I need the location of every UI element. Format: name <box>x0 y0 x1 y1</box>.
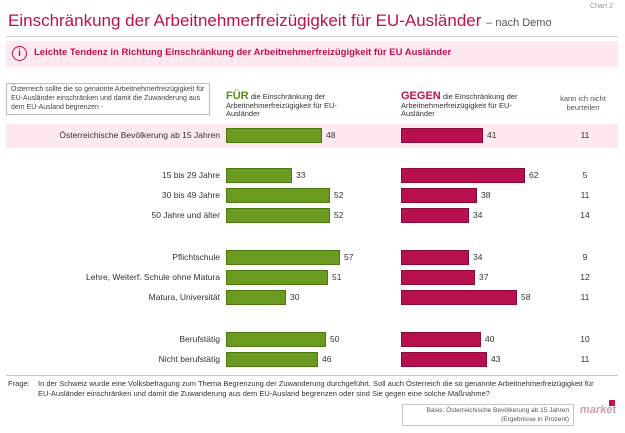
logo-text: market <box>579 404 616 416</box>
for-value-label: 52 <box>334 210 344 220</box>
for-value-label: 51 <box>332 272 342 282</box>
for-bar <box>226 188 330 203</box>
for-header-text: die Einschränkung der Arbeitnehmerfreizü… <box>226 92 337 118</box>
nb-value-label: 11 <box>580 354 590 364</box>
nb-value-label: 10 <box>580 334 590 344</box>
basis-box: Basis: Österreichische Bevölkerung ab 15… <box>402 404 574 426</box>
against-bar <box>401 168 525 183</box>
against-header-bold: GEGEN <box>401 90 441 102</box>
basis-text: Basis: Österreichische Bevölkerung ab 15… <box>426 407 569 414</box>
against-header-text: die Einschränkung der Arbeitnehmerfreizü… <box>401 92 518 118</box>
against-bar <box>401 270 475 285</box>
against-bar <box>401 290 517 305</box>
against-value-label: 58 <box>521 292 531 302</box>
row-label: Berufstätig <box>179 334 220 344</box>
nb-value-label: 11 <box>580 190 590 200</box>
against-bar <box>401 352 487 367</box>
against-value-label: 34 <box>473 252 483 262</box>
for-bar <box>226 290 286 305</box>
against-bar <box>401 332 481 347</box>
question-label: Frage: <box>8 379 30 388</box>
basis-unit: (Ergebnisse in Prozent) <box>501 415 569 423</box>
for-value-label: 57 <box>344 252 354 262</box>
nb-value-label: 9 <box>582 252 588 262</box>
row-label: Nicht berufstätig <box>158 354 220 364</box>
nb-value-label: 5 <box>582 170 588 180</box>
for-column-header: FÜR die Einschränkung der Arbeitnehmerfr… <box>226 90 356 119</box>
title-divider <box>6 36 618 37</box>
nb-value-label: 14 <box>580 210 590 220</box>
for-bar <box>226 168 292 183</box>
for-bar <box>226 208 330 223</box>
for-bar <box>226 270 328 285</box>
row-label: Österreichische Bevölkerung ab 15 Jahren <box>59 130 220 140</box>
nb-column-header: kann ich nicht beurteilen <box>560 94 606 112</box>
headline-text: Leichte Tendenz in Richtung Einschränkun… <box>34 47 452 58</box>
chart-tag: Chart 2 <box>590 3 613 10</box>
question-box: Österreich sollte die so genannte Arbeit… <box>6 83 210 115</box>
against-value-label: 62 <box>529 170 539 180</box>
nb-value-label: 11 <box>580 292 590 302</box>
against-bar <box>401 250 469 265</box>
for-header-bold: FÜR <box>226 90 249 102</box>
against-bar <box>401 208 469 223</box>
logo-square <box>609 400 615 406</box>
row-label: 15 bis 29 Jahre <box>161 170 220 180</box>
against-value-label: 41 <box>487 130 497 140</box>
market-logo: market <box>580 400 618 428</box>
for-bar <box>226 250 340 265</box>
for-value-label: 33 <box>296 170 306 180</box>
for-value-label: 52 <box>334 190 344 200</box>
against-value-label: 40 <box>485 334 495 344</box>
against-bar <box>401 188 477 203</box>
for-bar <box>226 352 318 367</box>
info-icon: i <box>12 46 27 61</box>
for-value-label: 50 <box>330 334 340 344</box>
row-label: Matura, Universität <box>148 292 220 302</box>
for-bar <box>226 128 322 143</box>
against-value-label: 43 <box>491 354 501 364</box>
headline-banner: i Leichte Tendenz in Richtung Einschränk… <box>6 41 618 67</box>
row-label: Pflichtschule <box>172 252 220 262</box>
against-value-label: 34 <box>473 210 483 220</box>
for-value-label: 30 <box>290 292 300 302</box>
row-label: 50 Jahre und älter <box>151 210 220 220</box>
title-text: Einschränkung der Arbeitnehmerfreizügigk… <box>8 11 482 30</box>
row-label: Lehre, Weiterf. Schule ohne Matura <box>85 272 220 282</box>
row-label: 30 bis 49 Jahre <box>161 190 220 200</box>
for-value-label: 46 <box>322 354 332 364</box>
page-title: Einschränkung der Arbeitnehmerfreizügigk… <box>8 11 552 31</box>
nb-value-label: 12 <box>580 272 590 282</box>
against-value-label: 38 <box>481 190 491 200</box>
against-column-header: GEGEN die Einschränkung der Arbeitnehmer… <box>401 90 526 119</box>
nb-value-label: 11 <box>580 130 590 140</box>
for-value-label: 48 <box>326 130 336 140</box>
against-value-label: 37 <box>479 272 489 282</box>
for-bar <box>226 332 326 347</box>
question-text: In der Schweiz wurde eine Volksbefragung… <box>38 379 594 398</box>
title-suffix: – nach Demo <box>486 17 552 29</box>
footer-divider <box>6 375 618 376</box>
against-bar <box>401 128 483 143</box>
